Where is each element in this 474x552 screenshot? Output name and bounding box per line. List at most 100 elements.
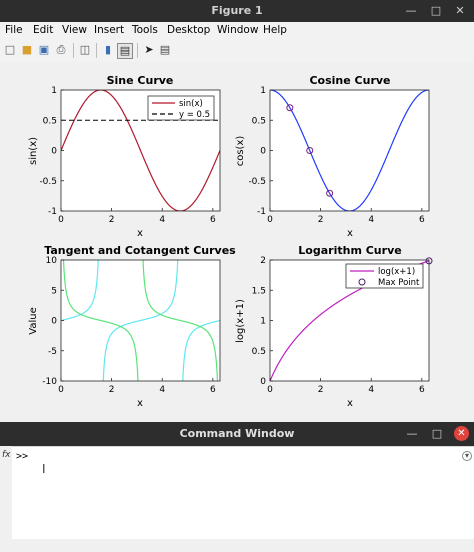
chevron-down-icon[interactable]: ▾ — [462, 451, 472, 461]
legend-log: log(x+1) Max Point — [345, 263, 424, 289]
y-tick-label: -0.5 — [39, 177, 57, 187]
y-tick-label: 10 — [46, 256, 58, 266]
x-tick-label: 4 — [159, 385, 165, 395]
max-point-marker — [425, 257, 433, 265]
dock-icon[interactable]: ▮ — [104, 43, 112, 56]
y-tick-label: 0.5 — [43, 116, 57, 126]
x-tick-label: 6 — [419, 385, 425, 395]
menu-view[interactable]: View — [62, 24, 87, 36]
y-tick-label: -1 — [257, 207, 266, 217]
y-tick-label: 0.5 — [252, 116, 266, 126]
y-tick-label: -10 — [42, 377, 57, 387]
x-axis-label: x — [347, 228, 353, 239]
menu-file[interactable]: File — [5, 24, 23, 36]
menu-bar: File Edit View Insert Tools Desktop Wind… — [0, 22, 474, 40]
legend-label: y = 0.5 — [179, 110, 210, 120]
save-icon[interactable]: ▣ — [38, 43, 50, 56]
plot-title: Logarithm Curve — [298, 244, 401, 257]
menu-edit[interactable]: Edit — [33, 24, 54, 36]
command-window[interactable]: fx >> I ▾ — [0, 446, 474, 552]
fx-icon[interactable]: fx — [2, 450, 11, 460]
maximize-icon[interactable]: □ — [430, 4, 442, 17]
y-tick-label: -5 — [48, 347, 57, 357]
x-tick-label: 6 — [419, 215, 425, 225]
x-tick-label: 6 — [210, 385, 216, 395]
y-tick-label: 1 — [260, 86, 266, 96]
x-tick-label: 0 — [267, 215, 273, 225]
y-tick-label: 0 — [51, 317, 57, 327]
toolbar-separator — [96, 43, 97, 58]
insert-colorbar-icon[interactable]: ▤ — [117, 43, 133, 59]
menu-desktop[interactable]: Desktop — [167, 24, 211, 36]
minimize-icon[interactable]: — — [406, 427, 418, 440]
print-icon[interactable]: ⎙ — [56, 43, 66, 56]
subplot-sine[interactable]: Sine Curve x sin(x) — [28, 74, 173, 239]
y-axis-label: cos(x) — [235, 136, 246, 167]
y-axis-label: Value — [28, 307, 39, 334]
x-axis-label: x — [347, 398, 353, 409]
command-window-title: Command Window — [179, 427, 295, 440]
plot-area-3: 0 2 4 6 10 5 0 -5 -10 — [42, 256, 221, 395]
series-line-1 — [61, 90, 220, 211]
x-tick-label: 2 — [109, 215, 115, 225]
menu-tools[interactable]: Tools — [132, 24, 158, 36]
plot-title: Sine Curve — [107, 74, 174, 87]
plot-series-group — [270, 90, 429, 211]
legend-label: Max Point — [378, 278, 420, 288]
minimize-icon[interactable]: — — [405, 4, 417, 17]
x-tick-label: 0 — [58, 385, 64, 395]
y-axis-label: log(x+1) — [235, 299, 246, 343]
legend-marker-icon — [358, 278, 366, 286]
menu-window[interactable]: Window — [217, 24, 259, 36]
x-tick-label: 0 — [58, 215, 64, 225]
subplot-cosine[interactable]: Cosine Curve x cos(x) — [235, 74, 391, 239]
open-icon[interactable]: ■ — [21, 43, 33, 56]
y-tick-label: 5 — [51, 286, 57, 296]
plot-title: Cosine Curve — [309, 74, 390, 87]
plot-title: Tangent and Cotangent Curves — [44, 244, 236, 257]
command-window-title-bar: Command Window — □ ✕ — [0, 422, 474, 446]
new-figure-icon[interactable]: □ — [4, 43, 16, 56]
series-line-1 — [270, 90, 429, 211]
y-tick-label: -0.5 — [248, 177, 266, 187]
y-tick-label: 0 — [260, 377, 266, 387]
property-editor-icon[interactable]: ▤ — [159, 43, 171, 56]
figure-canvas: 0 2 4 6 2 1.5 1 0.5 0 0 2 4 6 10 5 0 -5 -10 0 2 4 6 1 0.5 0 -0.5-… — [0, 62, 474, 422]
figure-toolbar: □ ■ ▣ ⎙ ◫ ▮ ▤ ➤ ▤ — [0, 40, 474, 63]
x-tick-label: 0 — [267, 385, 273, 395]
data-marker — [286, 104, 294, 112]
figure-title-bar: Figure 1 — □ ✕ — [0, 0, 474, 22]
x-tick-label: 6 — [210, 215, 216, 225]
menu-help[interactable]: Help — [263, 24, 287, 36]
x-axis-label: x — [137, 228, 143, 239]
toolbar-separator — [73, 43, 74, 58]
cursor-icon[interactable]: ➤ — [144, 43, 154, 56]
y-tick-label: 0 — [260, 147, 266, 157]
data-marker — [326, 189, 334, 197]
x-tick-label: 4 — [159, 215, 165, 225]
x-tick-label: 2 — [109, 385, 115, 395]
y-tick-label: 1.5 — [252, 286, 266, 296]
plot-background — [270, 90, 429, 211]
plot-area-2: 0 2 4 6 1 0.5 0 -0.5 -1 — [248, 86, 430, 225]
close-icon[interactable]: ✕ — [454, 426, 469, 441]
series-line-2 — [62, 260, 219, 381]
maximize-icon[interactable]: □ — [431, 427, 443, 440]
y-tick-label: 0 — [51, 147, 57, 157]
x-tick-label: 4 — [368, 215, 374, 225]
text-cursor-icon: I — [42, 462, 46, 476]
subplot-logarithm[interactable]: Logarithm Curve x log(x+1) — [235, 244, 402, 409]
x-axis-label: x — [137, 398, 143, 409]
close-icon[interactable]: ✕ — [455, 4, 465, 17]
command-input-area[interactable]: >> I ▾ — [12, 446, 474, 539]
y-tick-label: -1 — [48, 207, 57, 217]
y-tick-label: 2 — [260, 256, 266, 266]
subplot-tangent-cotangent[interactable]: Tangent and Cotangent Curves x Value — [28, 244, 236, 409]
x-tick-label: 2 — [318, 215, 324, 225]
menu-insert[interactable]: Insert — [94, 24, 125, 36]
data-marker — [306, 147, 314, 154]
toolbar-separator — [137, 43, 138, 58]
plot-series-group — [61, 260, 220, 381]
link-icon[interactable]: ◫ — [79, 43, 91, 56]
legend-label: log(x+1) — [378, 267, 415, 277]
